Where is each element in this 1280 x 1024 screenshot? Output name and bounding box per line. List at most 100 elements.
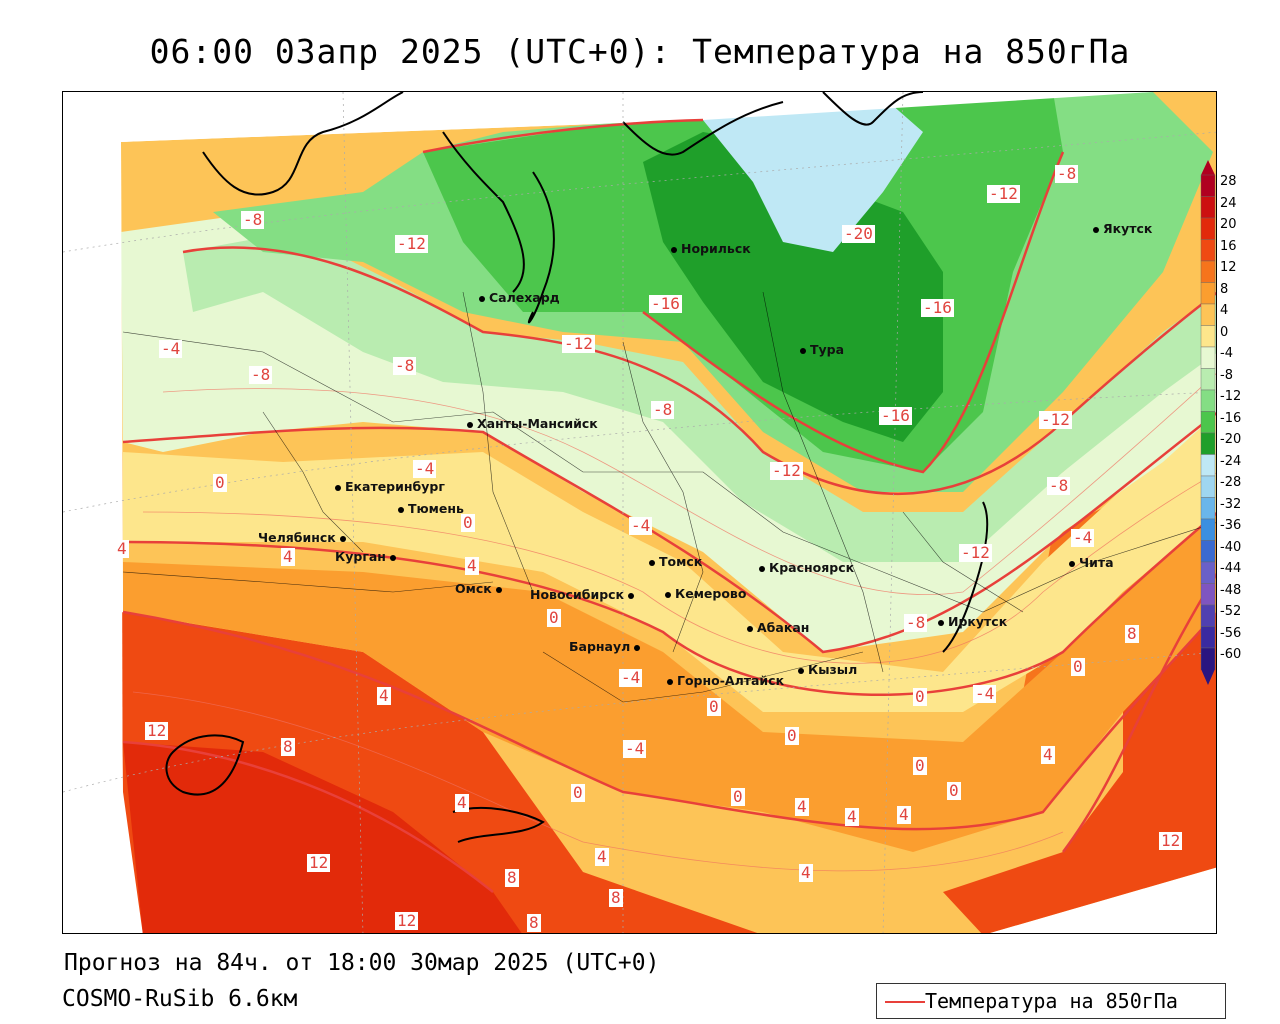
colorbar-tick-label: 16: [1220, 238, 1237, 254]
colorbar-swatch: [1200, 604, 1216, 627]
isotherm-label: -8: [1055, 164, 1079, 183]
colorbar-swatch: [1200, 389, 1216, 412]
isotherm-label: 4: [115, 539, 129, 558]
isotherm-label: 0: [913, 756, 927, 775]
city-label: Кызыл: [808, 662, 858, 677]
legend-label: Температура на 850гПа: [925, 989, 1178, 1013]
isotherm-label: -8: [1047, 476, 1071, 495]
city-novosibirsk: Новосибирск: [530, 587, 638, 602]
city-marker-icon: [1069, 560, 1075, 567]
city-kemerovo: Кемерово: [665, 586, 746, 601]
colorbar-tick-label: 12: [1220, 260, 1237, 275]
isotherm-label: 4: [799, 863, 813, 882]
isotherm-label: -8: [651, 400, 675, 419]
city-marker-icon: [389, 554, 396, 561]
isotherm-label: 8: [281, 737, 295, 756]
isotherm-label: 4: [455, 793, 469, 812]
colorbar-swatch: [1200, 282, 1216, 305]
city-label: Челябинск: [258, 530, 336, 545]
city-marker-icon: [339, 535, 346, 542]
city-marker-icon: [479, 295, 485, 302]
temperature-colorbar: [1200, 160, 1216, 685]
colorbar-swatch: [1200, 583, 1216, 606]
city-label: Иркутск: [948, 614, 1008, 629]
colorbar-tick-label: -60: [1220, 647, 1242, 662]
isotherm-label: 0: [785, 726, 799, 745]
colorbar-swatch: [1200, 518, 1216, 541]
city-label: Горно-Алтайск: [677, 673, 785, 688]
isotherm-label: 12: [395, 911, 419, 930]
city-marker-icon: [747, 625, 753, 632]
isotherm-label: -20: [842, 224, 875, 243]
city-marker-icon: [759, 565, 765, 572]
city-label: Барнаул: [569, 639, 631, 654]
isotherm-label: 4: [1041, 745, 1055, 764]
isotherm-label: -4: [619, 668, 643, 687]
isotherm-label: -8: [249, 365, 273, 384]
city-salekhard: Салехард: [479, 290, 560, 305]
isotherm-label: 8: [1125, 624, 1139, 643]
city-marker-icon: [398, 506, 404, 513]
colorbar-tick-label: -4: [1220, 346, 1233, 361]
city-marker-icon: [938, 619, 944, 626]
city-kurgan: Курган: [335, 549, 400, 564]
map-fill: [63, 92, 1216, 933]
colorbar-swatch: [1200, 325, 1216, 348]
colorbar-swatch: [1200, 260, 1216, 283]
colorbar-tick-label: -16: [1220, 410, 1242, 426]
city-marker-icon: [665, 591, 671, 598]
city-marker-icon: [495, 586, 502, 593]
city-tyumen: Тюмень: [398, 501, 464, 516]
map-title: 06:00 03апр 2025 (UTC+0): Температура на…: [149, 32, 1131, 71]
city-tomsk: Томск: [649, 554, 702, 569]
city-tura: Тура: [800, 342, 844, 357]
city-abakan: Абакан: [747, 620, 809, 635]
isotherm-label: 0: [913, 687, 927, 706]
isotherm-label: -4: [159, 339, 183, 358]
colorbar-swatch: [1200, 174, 1216, 197]
colorbar-swatch: [1200, 497, 1216, 520]
isotherm-label: -16: [649, 294, 682, 313]
isotherm-label: -12: [1039, 410, 1072, 429]
isotherm-label: -4: [629, 516, 653, 535]
city-label: Ханты-Мансийск: [477, 416, 598, 431]
colorbar-swatch: [1200, 346, 1216, 369]
city-label: Тура: [810, 342, 845, 357]
colorbar-swatch: [1200, 303, 1216, 326]
city-chita: Чита: [1069, 555, 1114, 570]
city-label: Кемерово: [675, 586, 747, 601]
city-omsk: Омск: [455, 581, 506, 596]
city-label: Екатеринбург: [345, 479, 445, 494]
colorbar-tick-label: -28: [1220, 475, 1242, 490]
isotherm-label: 4: [595, 847, 609, 866]
city-label: Красноярск: [769, 560, 855, 575]
isotherm-label: -12: [987, 184, 1020, 203]
city-krasnoyarsk: Красноярск: [759, 560, 854, 575]
isotherm-label: -16: [879, 406, 912, 425]
colorbar-tick-label: 4: [1220, 303, 1229, 318]
isotherm-label: 12: [145, 721, 169, 740]
colorbar-swatch: [1200, 411, 1216, 434]
city-label: Тюмень: [408, 501, 464, 516]
isotherm-label: 0: [547, 608, 561, 627]
isotherm-label: 0: [213, 473, 227, 492]
colorbar-swatch: [1200, 368, 1216, 391]
isotherm-label: -8: [393, 356, 417, 375]
colorbar-tick-label: 8: [1220, 281, 1229, 297]
city-label: Томск: [659, 554, 703, 569]
isotherm-label: -4: [413, 459, 437, 478]
temperature-map: Якутск Норильск Салехард Тура Ханты-Манс…: [62, 91, 1217, 934]
city-kyzyl: Кызыл: [798, 662, 857, 677]
isotherm-label: 8: [527, 913, 541, 932]
colorbar-tick-label: 0: [1220, 324, 1229, 340]
isotherm-label: 0: [947, 781, 961, 800]
city-marker-icon: [335, 484, 341, 491]
colorbar-swatch: [1200, 454, 1216, 477]
city-marker-icon: [467, 421, 473, 428]
colorbar-swatch: [1200, 540, 1216, 563]
colorbar-tick-label: -32: [1220, 496, 1242, 512]
colorbar-tick-label: -8: [1220, 367, 1233, 383]
colorbar-swatch: [1200, 432, 1216, 455]
legend-line-swatch: [885, 1001, 925, 1003]
isotherm-label: -12: [770, 461, 803, 480]
